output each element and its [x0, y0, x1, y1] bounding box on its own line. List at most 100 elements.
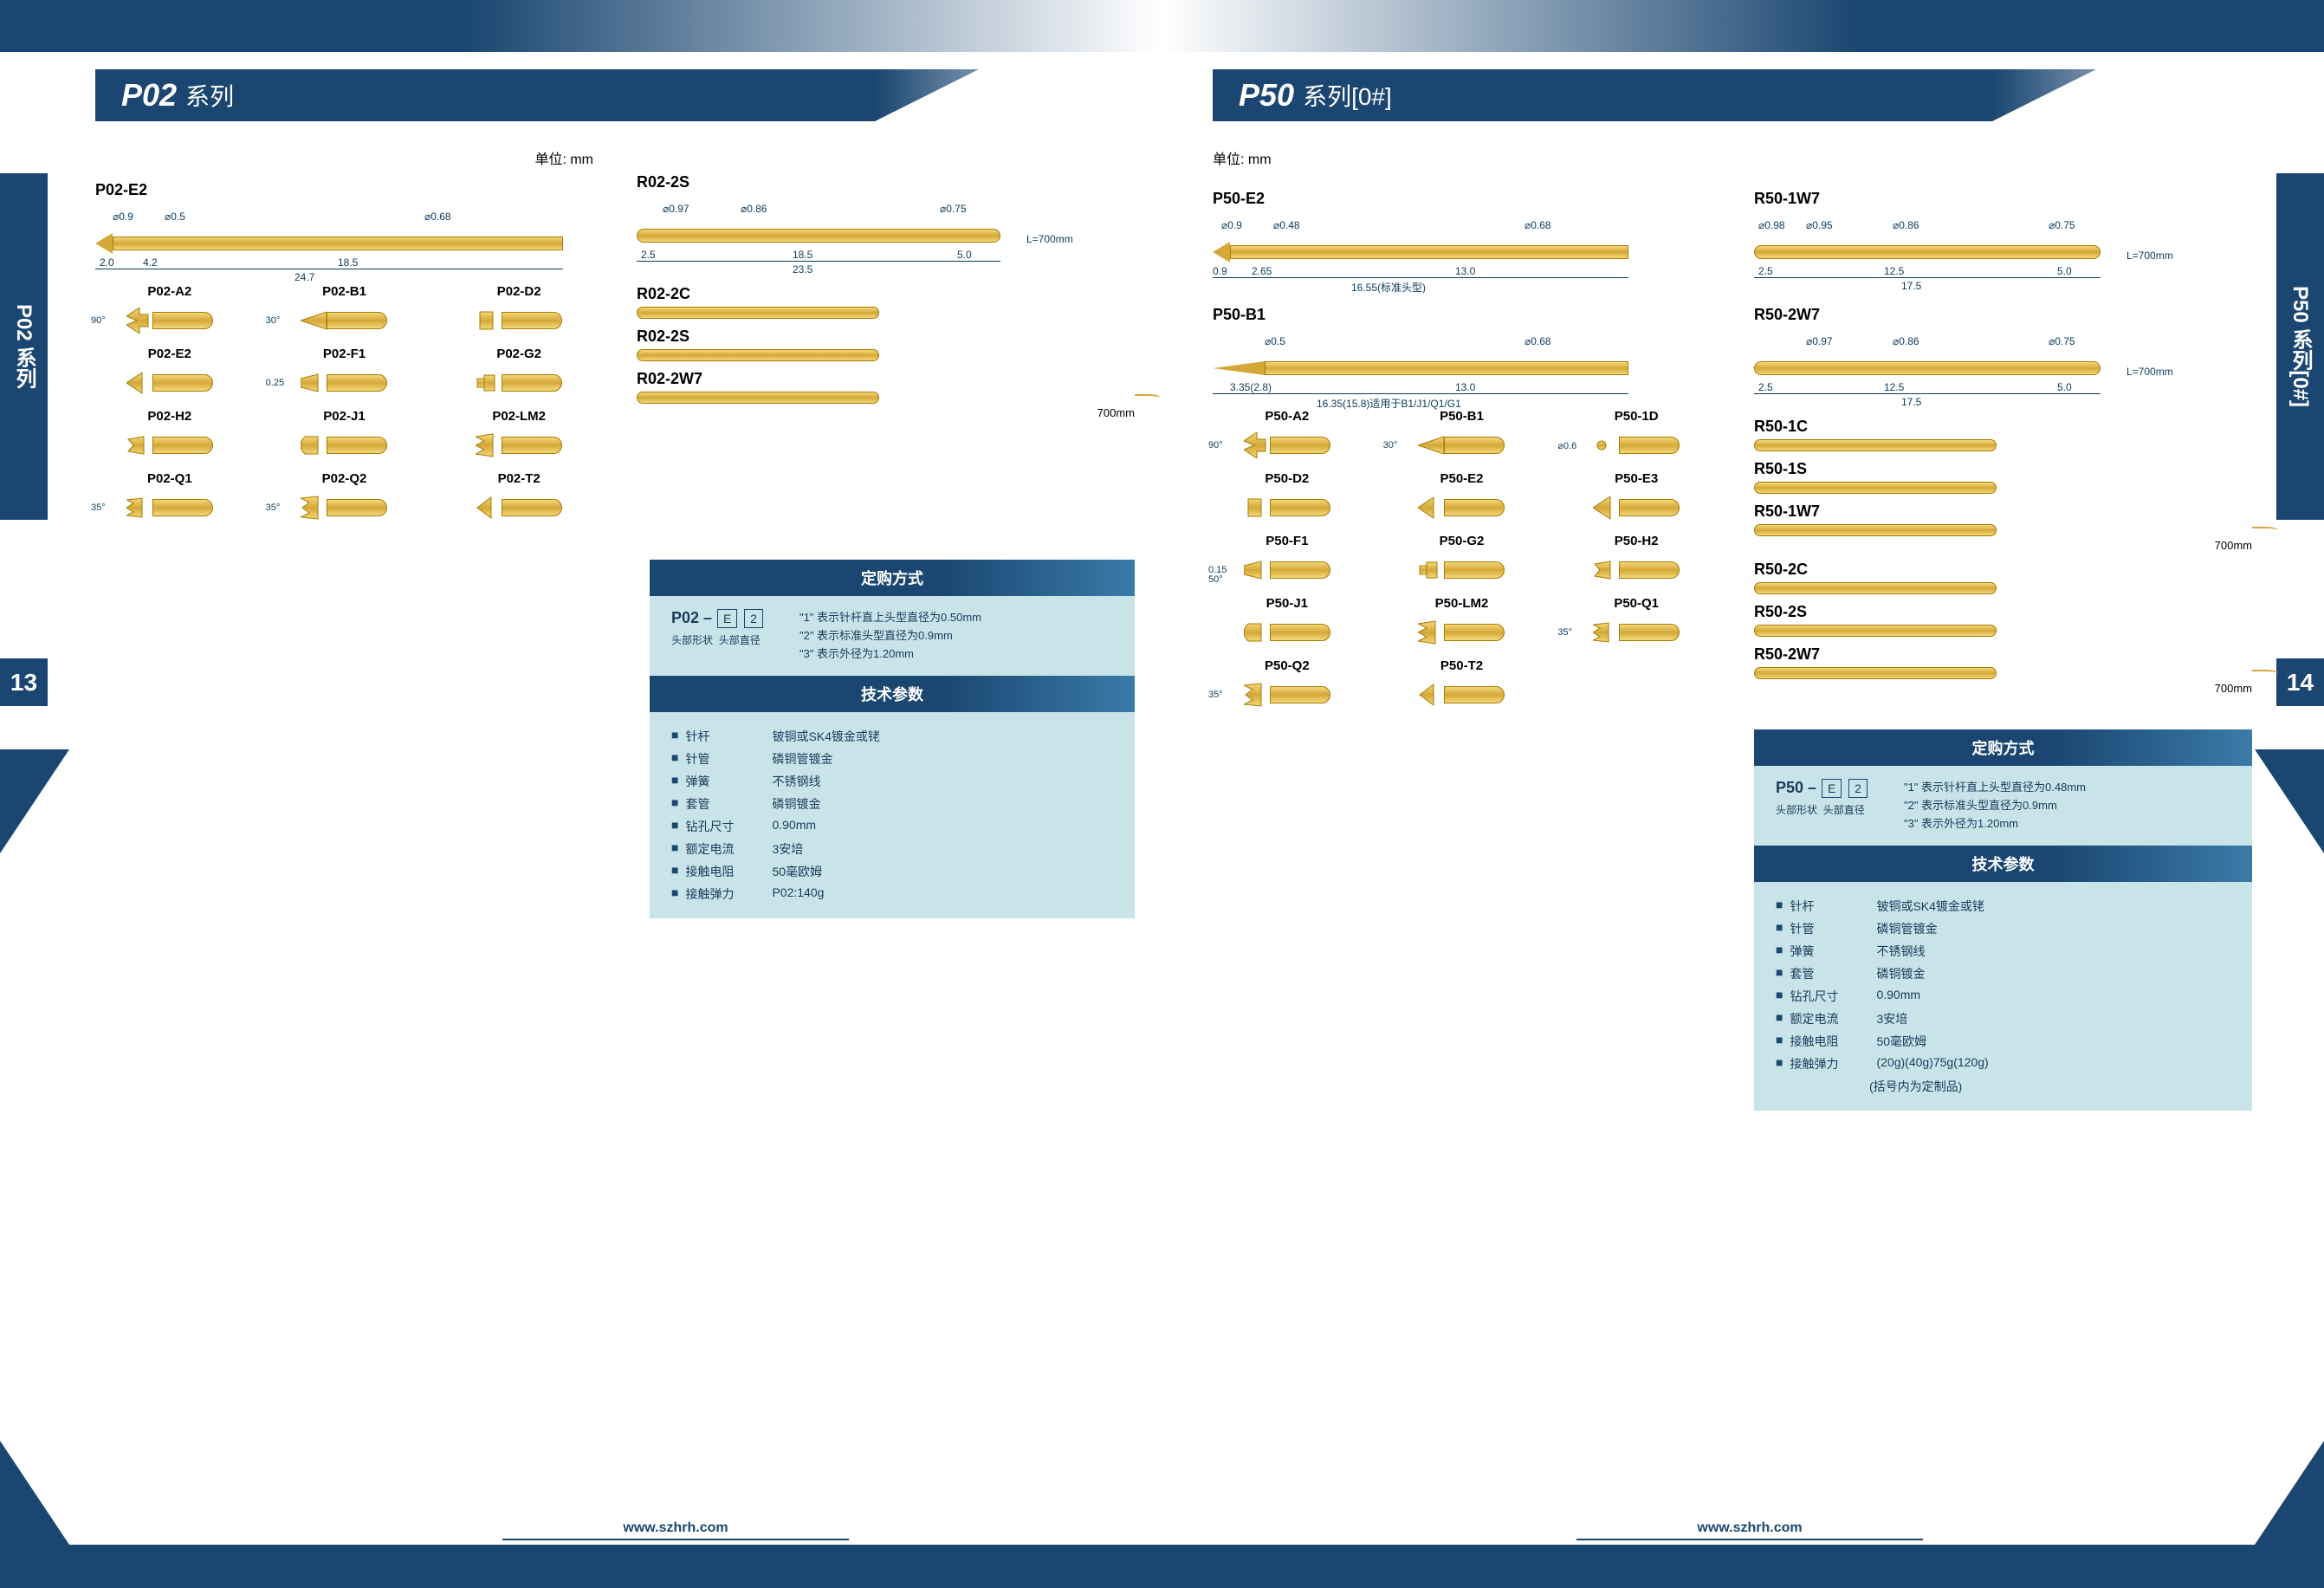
side-tab-left: P02 系列 — [0, 173, 48, 520]
bullet-icon: ■ — [1776, 988, 1783, 1005]
tip-shape: 0.15 50° — [1213, 553, 1362, 587]
spec-row: ■ 针管 磷铜管镀金 — [671, 748, 1113, 770]
panel-header: 定购方式 — [650, 560, 1135, 596]
tip-label: P02-D2 — [444, 284, 593, 299]
dim-value: ⌀0.97 — [1806, 335, 1833, 347]
dim-value: 23.5 — [793, 263, 812, 275]
tip-cell: P02-J1 — [270, 409, 419, 463]
spec-value: 不锈钢线 — [772, 773, 1113, 790]
tip-shape — [1388, 615, 1537, 650]
tip-label: P02-A2 — [95, 284, 244, 299]
bullet-icon: ■ — [1776, 1033, 1783, 1050]
tip-cell: P50-LM2 — [1388, 596, 1537, 650]
sleeve-row: R50-2S — [1754, 603, 2252, 637]
sleeve-label: R50-2W7 — [1754, 645, 2252, 664]
part-label: R02-2S — [637, 173, 1135, 191]
dim-value: 16.35(15.8)适用于B1/J1/Q1/G1 — [1317, 396, 1461, 411]
spec-value: P02:140g — [772, 885, 1113, 903]
dim-value: 0.9 — [1213, 265, 1227, 277]
dim-value: ⌀0.68 — [424, 211, 451, 223]
tip-cell: P02-D2 — [444, 284, 593, 338]
bullet-icon: ■ — [671, 863, 678, 880]
angle-text: 35° — [266, 502, 281, 513]
dim-value: ⌀0.75 — [2049, 219, 2075, 231]
tip-shape: 35° — [1562, 615, 1711, 650]
tip-shape — [444, 366, 593, 400]
sleeve-row: R50-1C — [1754, 418, 2252, 451]
spec-row: (括号内为定制品) — [1776, 1075, 2230, 1098]
tip-cell: P02-F1 0.25 — [270, 347, 419, 400]
dim-value: 2.0 — [100, 256, 114, 269]
tip-cell: P50-Q1 35° — [1562, 596, 1711, 650]
panel-header: 技术参数 — [1754, 846, 2252, 882]
spec-label — [1783, 1078, 1869, 1095]
spec-label: 接触电阻 — [1790, 1033, 1876, 1050]
tip-grid: P02-A2 90° P02-B1 30° P02-D2 — [95, 284, 593, 525]
order-sublabel: 头部直径 — [719, 634, 761, 646]
dim-value: L=700mm — [2127, 366, 2173, 378]
spec-row: ■ 接触弹力 (20g)(40g)75g(120g) — [1776, 1053, 2230, 1075]
tip-cell: P02-G2 — [444, 347, 593, 400]
tip-label: P02-Q1 — [95, 471, 244, 486]
order-note-line: "1" 表示针杆直上头型直径为0.50mm — [799, 609, 981, 627]
tip-cell: P02-A2 90° — [95, 284, 244, 338]
order-note-line: "1" 表示针杆直上头型直径为0.48mm — [1904, 779, 2086, 797]
tip-cell: P50-Q2 35° — [1213, 658, 1362, 712]
tip-cell: P02-B1 30° — [270, 284, 419, 338]
sleeve-label: R50-1S — [1754, 460, 2252, 478]
tip-label: P50-T2 — [1388, 658, 1537, 673]
dim-value: 2.5 — [1758, 381, 1773, 393]
tip-cell: P50-A2 90° — [1213, 409, 1362, 463]
unit-label: 单位: mm — [1213, 147, 2252, 168]
page-p02: P02 系列 单位: mm P02-E2 ⌀0.9 ⌀0.5 ⌀0.68 2.0… — [95, 69, 1135, 918]
part-label: R50-1W7 — [1754, 190, 2252, 208]
tip-label: P50-LM2 — [1388, 596, 1537, 611]
dim-value: ⌀0.5 — [165, 211, 185, 223]
spec-row: ■ 弹簧 不锈钢线 — [671, 770, 1113, 793]
tip-cell: P50-1D ⌀0.6 — [1562, 409, 1711, 463]
spec-value: 0.90mm — [1876, 988, 2230, 1005]
bullet-icon: ■ — [1776, 965, 1783, 982]
angle-text: 35° — [1208, 690, 1223, 700]
order-panel: 定购方式 P02 – E 2 头部形状 头部直径 "1" 表示针杆直上头型直径为… — [650, 560, 1135, 918]
spec-row: ■ 钻孔尺寸 0.90mm — [671, 815, 1113, 838]
bullet-icon: ■ — [671, 840, 678, 858]
dim-value: 2.5 — [1758, 265, 1773, 277]
spec-label: 弹簧 — [1790, 943, 1876, 960]
dim-value: ⌀0.9 — [113, 211, 133, 223]
dim-value: ⌀0.75 — [2049, 335, 2075, 347]
pin-drawing-main: ⌀0.9 ⌀0.5 ⌀0.68 2.0 4.2 18.5 24.7 — [95, 206, 593, 284]
page-number-left: 13 — [0, 658, 48, 706]
tip-cell: P50-E2 — [1388, 471, 1537, 525]
tip-shape — [444, 303, 593, 338]
tip-shape — [270, 428, 419, 463]
sleeve-label: R50-2C — [1754, 561, 2252, 579]
panel-header: 定购方式 — [1754, 729, 2252, 766]
corner-decoration — [0, 749, 69, 853]
sleeve-drawing-2w7: ⌀0.97 ⌀0.86 ⌀0.75 L=700mm 2.5 12.5 5.0 1… — [1754, 331, 2252, 409]
dim-value: ⌀0.97 — [663, 203, 689, 215]
spec-value: 0.90mm — [772, 818, 1113, 835]
tip-shape: 35° — [95, 490, 244, 525]
sleeve-list: R02-2C R02-2S R02-2W7 700mm — [637, 285, 1135, 419]
tip-label: P50-D2 — [1213, 471, 1362, 486]
spec-label: 额定电流 — [1790, 1010, 1876, 1027]
footer-url-right: www.szhrh.com — [1576, 1520, 1923, 1540]
spec-table: ■ 针杆 铍铜或SK4镀金或铑 ■ 针管 磷铜管镀金 ■ 弹簧 不锈钢线 ■ 套… — [650, 712, 1135, 918]
bullet-icon: ■ — [671, 728, 678, 745]
order-note-line: "2" 表示标准头型直径为0.9mm — [799, 627, 981, 645]
spec-label: 弹簧 — [685, 773, 772, 790]
tip-cell: P02-Q2 35° — [270, 471, 419, 525]
tip-shape — [444, 490, 593, 525]
order-code-box: E — [1822, 779, 1842, 798]
tip-cell: P50-G2 — [1388, 534, 1537, 587]
tip-cell: P02-H2 — [95, 409, 244, 463]
dim-value: L=700mm — [2127, 250, 2173, 262]
dim-value: 13.0 — [1455, 381, 1475, 393]
spec-table: ■ 针杆 铍铜或SK4镀金或铑 ■ 针管 磷铜管镀金 ■ 弹簧 不锈钢线 ■ 套… — [1754, 882, 2252, 1111]
tip-grid: P50-A2 90° P50-B1 30° P50-1D ⌀0 — [1213, 409, 1711, 712]
sleeve-list: R50-1C R50-1S R50-1W7 700mm R50-2C — [1754, 418, 2252, 695]
tip-label: P02-Q2 — [270, 471, 419, 486]
spec-row: ■ 接触电阻 50毫欧姆 — [671, 860, 1113, 883]
tip-label: P50-G2 — [1388, 534, 1537, 548]
